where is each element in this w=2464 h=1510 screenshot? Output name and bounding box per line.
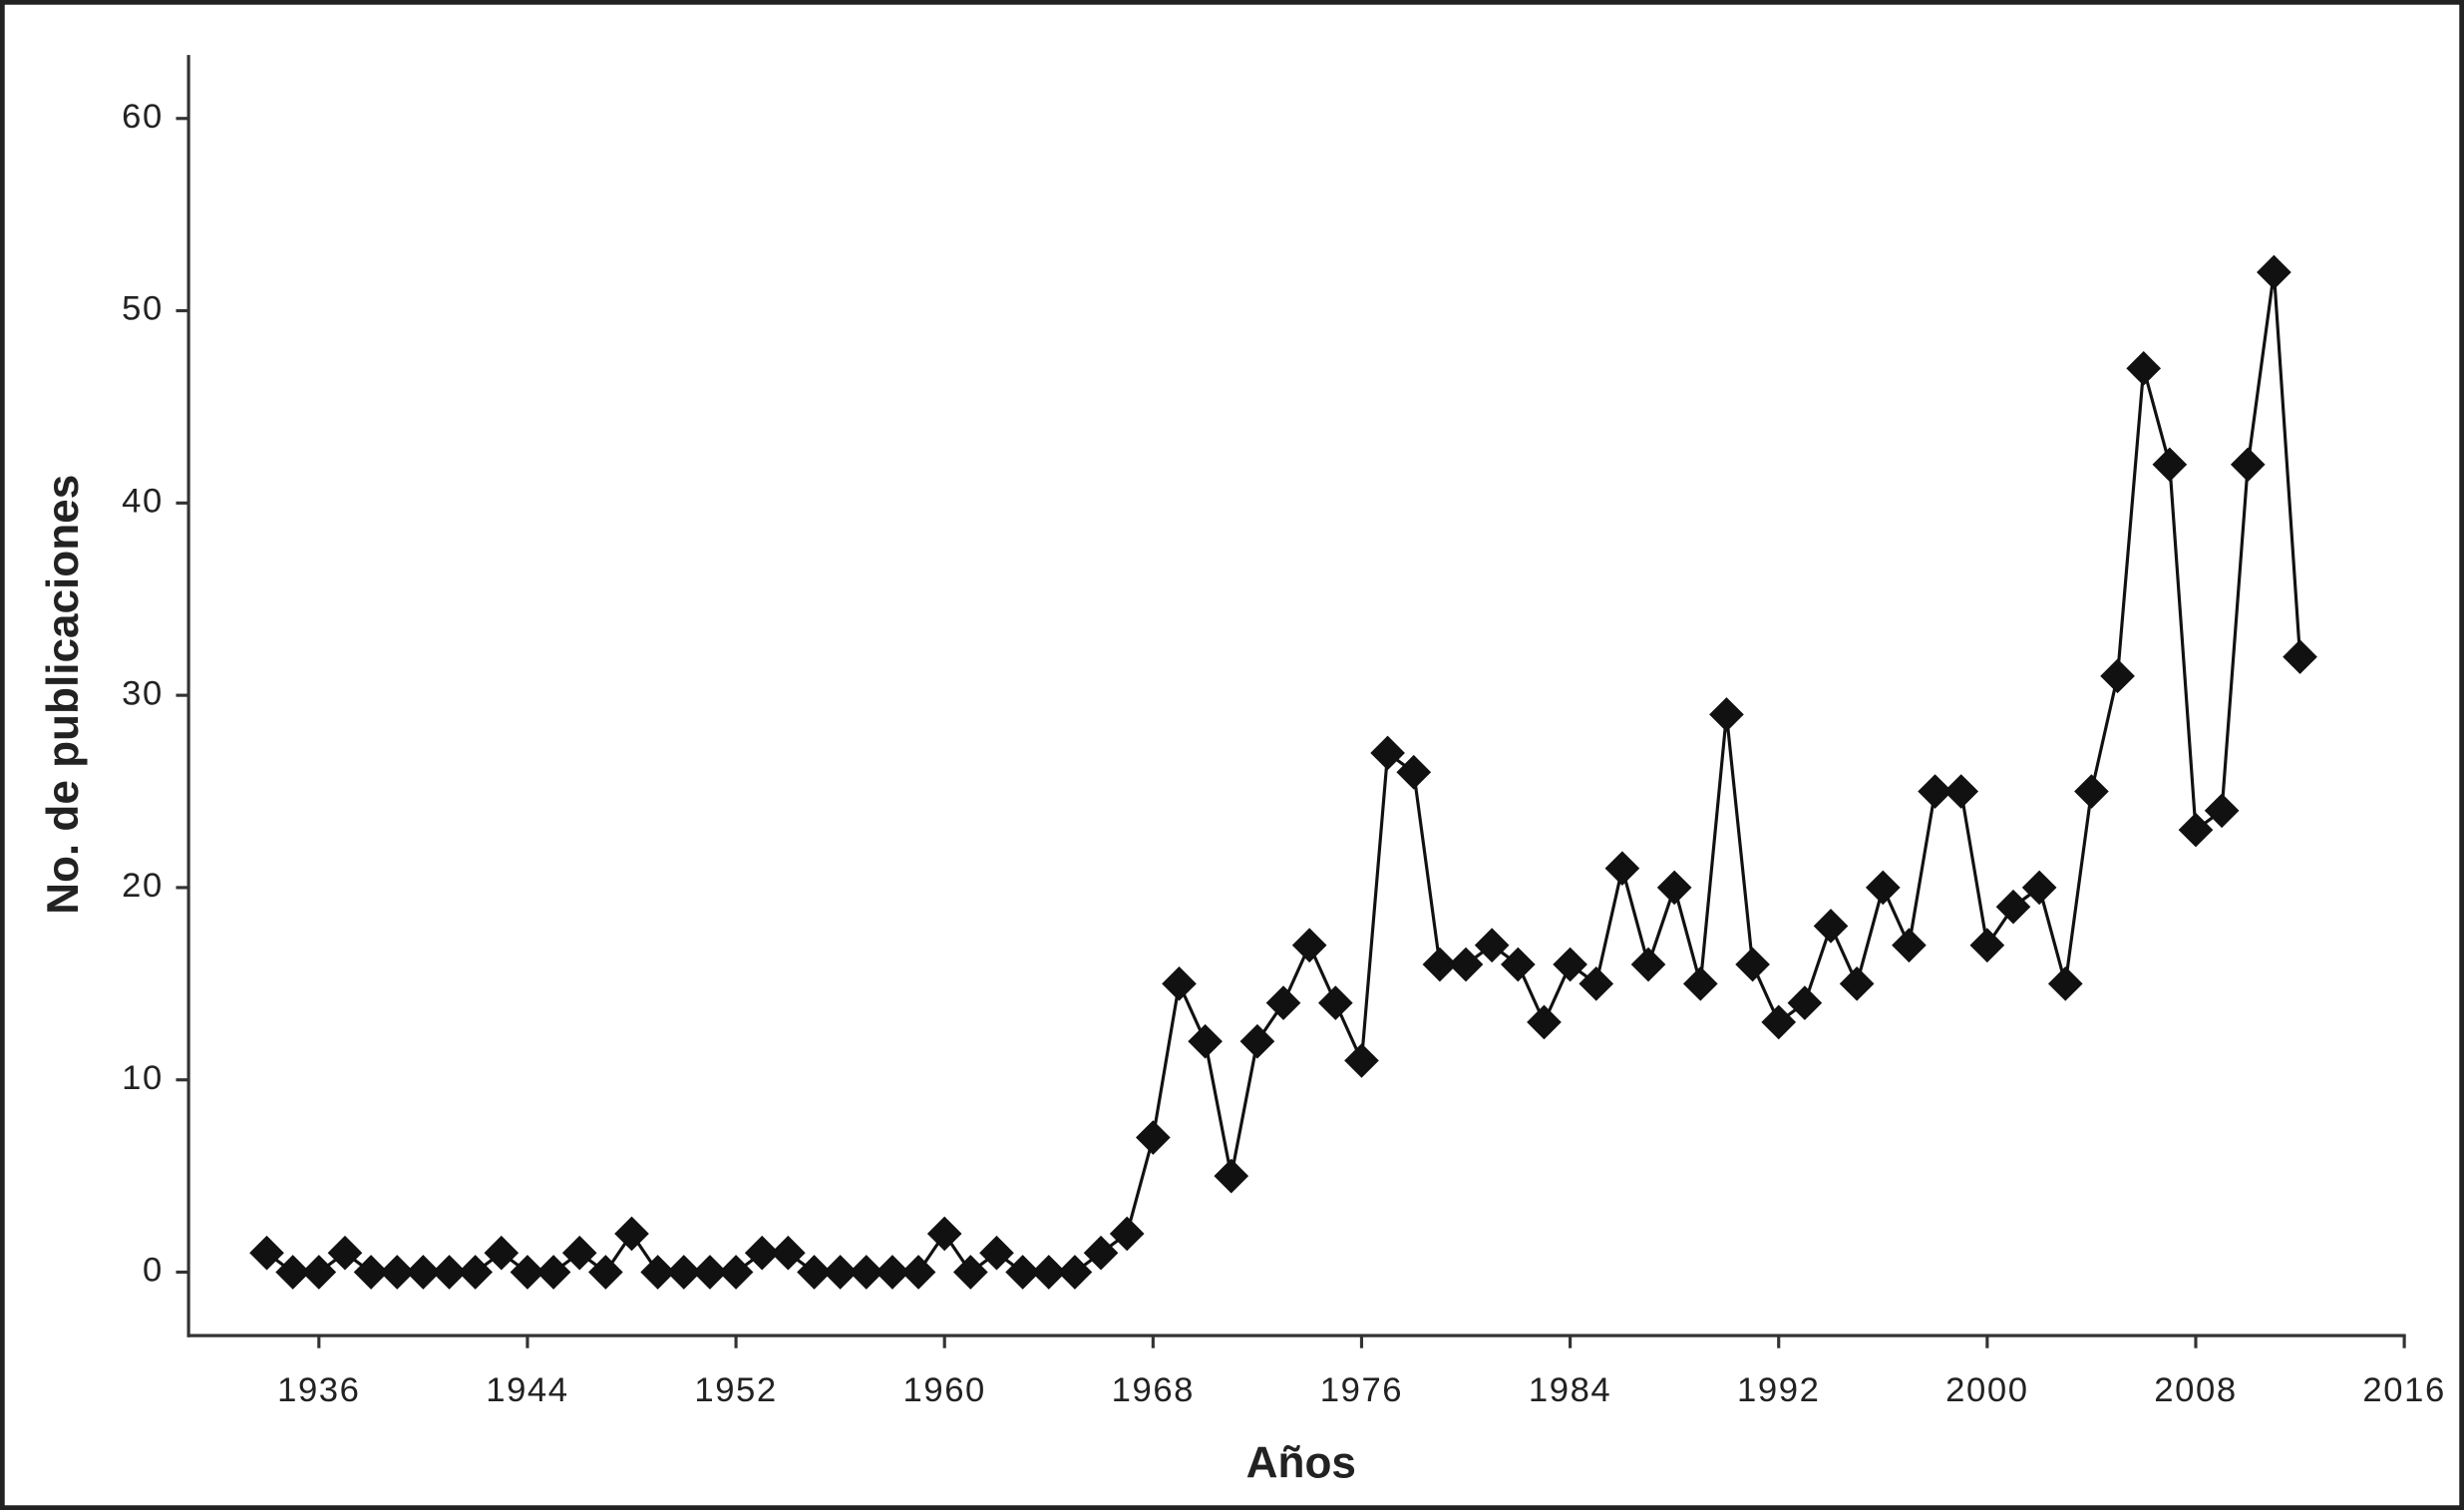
data-point — [2074, 774, 2109, 809]
data-point — [588, 1255, 623, 1290]
data-point — [561, 1235, 597, 1271]
data-point — [2126, 351, 2162, 386]
data-point — [666, 1255, 702, 1290]
data-point — [1813, 909, 1849, 944]
data-point — [353, 1255, 389, 1290]
x-tick-label: 1984 — [1529, 1371, 1611, 1409]
data-point — [535, 1255, 571, 1290]
data-point — [2152, 447, 2188, 483]
data-point — [1265, 985, 1301, 1020]
data-point — [1604, 851, 1640, 886]
data-point — [900, 1255, 936, 1290]
data-point — [1682, 965, 1718, 1001]
y-tick-label: 50 — [122, 290, 164, 328]
x-tick-label: 1936 — [277, 1371, 360, 1409]
data-point — [2021, 870, 2057, 906]
data-point — [327, 1235, 363, 1271]
data-point — [744, 1235, 780, 1271]
data-point — [614, 1216, 649, 1252]
data-point — [1188, 1023, 1223, 1059]
data-point — [1969, 928, 2005, 963]
y-tick-label: 20 — [122, 867, 164, 905]
data-point — [1162, 965, 1197, 1001]
y-axis-title: No. de publicaciones — [39, 475, 88, 915]
y-tick-label: 0 — [143, 1252, 164, 1290]
data-point — [1239, 1023, 1275, 1059]
data-point — [458, 1255, 493, 1290]
data-point — [2047, 965, 2083, 1001]
data-point — [1656, 870, 1692, 906]
data-point — [1579, 965, 1614, 1001]
data-point — [1448, 946, 1484, 982]
y-tick-label: 10 — [122, 1059, 164, 1097]
data-point — [1031, 1255, 1067, 1290]
data-point — [1057, 1255, 1093, 1290]
x-tick-label: 1976 — [1320, 1371, 1403, 1409]
data-point — [1761, 1004, 1797, 1040]
data-point — [379, 1255, 415, 1290]
data-point — [484, 1235, 520, 1271]
data-point — [2230, 447, 2266, 483]
data-point — [771, 1235, 806, 1271]
x-tick-label: 2016 — [2362, 1371, 2445, 1409]
data-point — [406, 1255, 441, 1290]
data-point — [1839, 965, 1875, 1001]
data-point — [692, 1255, 728, 1290]
data-point — [1892, 928, 1927, 963]
data-point — [718, 1255, 754, 1290]
x-tick-label: 2008 — [2154, 1371, 2237, 1409]
data-point — [1474, 928, 1510, 963]
data-point — [1995, 889, 2031, 925]
data-point — [1630, 946, 1666, 982]
data-point — [979, 1235, 1014, 1271]
data-point — [2100, 658, 2135, 694]
x-tick-label: 1968 — [1112, 1371, 1195, 1409]
y-tick-label: 40 — [122, 483, 164, 521]
x-tick-label: 1944 — [486, 1371, 568, 1409]
data-point — [953, 1255, 988, 1290]
data-point — [301, 1255, 337, 1290]
x-tick-label: 1960 — [902, 1371, 985, 1409]
data-point — [640, 1255, 675, 1290]
data-point — [432, 1255, 467, 1290]
data-point — [926, 1216, 962, 1252]
data-point — [1109, 1216, 1145, 1252]
data-point — [823, 1255, 858, 1290]
data-point — [275, 1255, 311, 1290]
data-point — [2204, 793, 2240, 829]
data-point — [849, 1255, 884, 1290]
x-tick-label: 1952 — [694, 1371, 777, 1409]
data-point — [1135, 1120, 1171, 1155]
data-point — [1553, 946, 1587, 982]
data-point — [2257, 254, 2291, 290]
data-point — [2283, 639, 2317, 674]
data-point — [1527, 1004, 1562, 1040]
data-point — [1865, 870, 1901, 906]
data-point — [1787, 985, 1823, 1020]
y-tick-label: 60 — [122, 98, 164, 136]
data-point — [1291, 928, 1327, 963]
data-point — [797, 1255, 832, 1290]
data-point — [249, 1235, 284, 1271]
x-axis-title: Años — [1246, 1439, 1356, 1488]
x-tick-label: 2000 — [1945, 1371, 2028, 1409]
y-tick-label: 30 — [122, 674, 164, 712]
data-point — [2178, 812, 2214, 848]
x-tick-label: 1992 — [1737, 1371, 1820, 1409]
data-point — [875, 1255, 910, 1290]
